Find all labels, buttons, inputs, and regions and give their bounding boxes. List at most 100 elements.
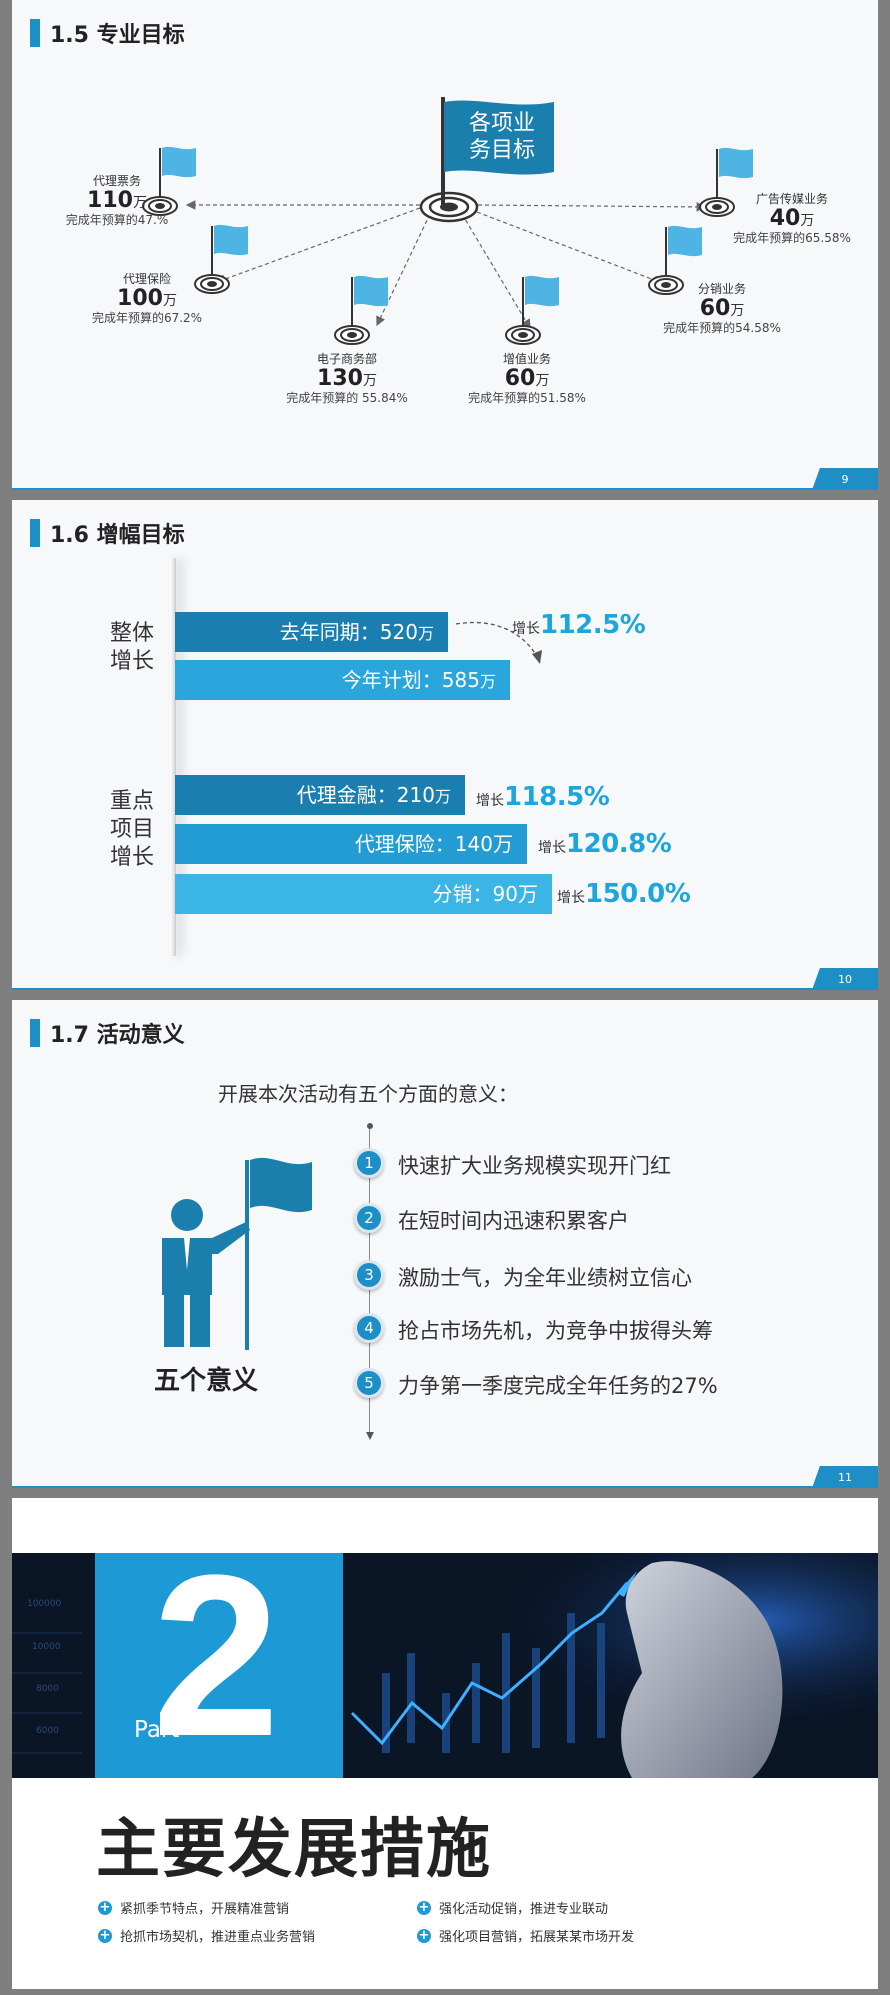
intro-text: 开展本次活动有五个方面的意义： [218, 1082, 518, 1106]
goal-rate: 完成年预算的67.2% [91, 311, 203, 325]
bullet-text: 紧抓季节特点，开展精准营销 [120, 1902, 290, 1917]
goal-unit: 万 [362, 373, 377, 389]
bar-unit: 万 [479, 672, 496, 691]
section-title-text: 1.5 专业目标 [50, 23, 185, 48]
page-number: 10 [812, 968, 878, 990]
growth-distribution: 增长150.0% [557, 879, 691, 909]
axis-tick: 100000 [27, 1599, 62, 1609]
bullet-text: 抢抓市场契机，推进重点业务营销 [120, 1930, 316, 1945]
goal-name: 代理保险 [122, 272, 171, 286]
slide-activity-significance: 1.7 活动意义 开展本次活动有五个方面的意义： 1 快速扩大业务规模实现开门红… [12, 1000, 878, 1488]
group-label-line: 重点 [109, 789, 154, 814]
goal-ticketing: 代理票务 110万 完成年预算的47.% [62, 174, 172, 228]
center-flag-line1: 各项业 [468, 111, 535, 136]
page-footer-line [12, 488, 818, 490]
part-banner: 100000 10000 8000 6000 2 Part [12, 1553, 878, 1778]
group-label-line: 增长 [109, 649, 154, 674]
goal-rate: 完成年预算的51.58% [468, 391, 586, 405]
growth-value: 150.0% [585, 879, 691, 909]
title-accent-bar [30, 1019, 40, 1047]
goal-name: 代理票务 [92, 174, 141, 188]
section-title-text: 1.6 增幅目标 [50, 523, 185, 548]
goal-unit: 万 [132, 195, 147, 211]
point-number: 1 [354, 1148, 384, 1178]
growth-finance: 增长118.5% [476, 782, 610, 812]
bullet-item: + 强化活动促销，推进专业联动 [417, 1898, 608, 1917]
page-footer-line [12, 988, 818, 990]
plus-icon: + [98, 1899, 112, 1915]
bar-unit: 万 [417, 624, 434, 643]
bar-label: 代理金融：210 [296, 783, 435, 807]
point-text: 快速扩大业务规模实现开门红 [398, 1154, 671, 1178]
center-flag-line2: 务目标 [468, 138, 535, 163]
growth-prefix: 增长 [557, 890, 585, 906]
axis-tick: 6000 [36, 1726, 59, 1736]
goal-advertising: 广告传媒业务 40万 完成年预算的65.58% [727, 192, 857, 246]
point-number: 5 [354, 1368, 384, 1398]
growth-arrow [455, 621, 542, 664]
goal-value: 40 [769, 206, 801, 231]
slide-professional-goals: 1.5 专业目标 [12, 0, 878, 490]
growth-overall: 增长112.5% [512, 610, 646, 640]
goal-name: 电子商务部 [316, 352, 377, 366]
goal-rate: 完成年预算的54.58% [663, 321, 781, 335]
point-number: 3 [354, 1260, 384, 1290]
goal-value: 100 [117, 286, 163, 311]
goal-name: 广告传媒业务 [755, 192, 828, 206]
bar-label: 分销：90万 [432, 882, 538, 906]
bar-distribution: 分销：90万 [175, 874, 552, 914]
growth-value: 118.5% [504, 782, 610, 812]
center-flag: 各项业 务目标 [444, 100, 564, 178]
bar-agency-insurance: 代理保险：140万 [175, 824, 527, 864]
growth-value: 112.5% [540, 610, 646, 640]
vertical-divider [170, 558, 176, 956]
bullet-item: + 抢抓市场契机，推进重点业务营销 [98, 1926, 315, 1945]
point-number: 4 [354, 1313, 384, 1343]
goal-value: 110 [87, 188, 133, 213]
bar-label: 去年同期：520 [279, 620, 418, 644]
bullet-text: 强化项目营销，拓展某某市场开发 [439, 1930, 635, 1945]
growth-prefix: 增长 [512, 621, 540, 637]
plus-icon: + [98, 1927, 112, 1943]
bar-agency-finance: 代理金融：210万 [175, 775, 465, 815]
page-number: 11 [812, 1466, 878, 1488]
point-text: 激励士气，为全年业绩树立信心 [398, 1266, 692, 1290]
goal-ecommerce: 电子商务部 130万 完成年预算的 55.84% [282, 352, 412, 406]
bar-this-year: 今年计划：585万 [175, 660, 510, 700]
growth-value: 120.8% [566, 829, 672, 859]
bar-label: 今年计划：585 [341, 668, 480, 692]
page-footer-line [12, 1486, 818, 1488]
group-label-overall: 整体 增长 [107, 620, 157, 676]
goal-value: 60 [504, 366, 536, 391]
point-number: 2 [354, 1203, 384, 1233]
point-text: 抢占市场先机，为竞争中拔得头筹 [398, 1319, 713, 1343]
plus-icon: + [417, 1899, 431, 1915]
goal-rate: 完成年预算的65.58% [733, 231, 851, 245]
part-number: 2 [152, 1553, 280, 1778]
person-with-flag-icon [162, 1157, 312, 1350]
goal-value-added: 增值业务 60万 完成年预算的51.58% [467, 352, 587, 406]
group-label-line: 增长 [109, 845, 154, 870]
page-number: 9 [812, 468, 878, 490]
growth-insurance: 增长120.8% [538, 829, 672, 859]
section-title-text: 1.7 活动意义 [50, 1023, 185, 1048]
connector-lines [185, 200, 707, 330]
bar-last-year: 去年同期：520万 [175, 612, 448, 652]
part-title: 主要发展措施 [96, 1813, 492, 1887]
goal-name: 分销业务 [697, 282, 746, 296]
title-accent-bar [30, 19, 40, 47]
goal-rate: 完成年预算的47.% [65, 213, 169, 227]
goal-unit: 万 [162, 293, 177, 309]
title-accent-bar [30, 519, 40, 547]
bullet-item: + 紧抓季节特点，开展精准营销 [98, 1898, 289, 1917]
section-title: 1.5 专业目标 [30, 19, 185, 48]
goal-unit: 万 [535, 373, 550, 389]
group-label-line: 整体 [109, 621, 154, 646]
growth-prefix: 增长 [476, 793, 504, 809]
bar-label: 代理保险：140万 [354, 832, 513, 856]
timeline-ends [366, 1123, 374, 1440]
point-text: 力争第一季度完成全年任务的27% [398, 1374, 718, 1398]
slide-growth-targets: 1.6 增幅目标 整体 增长 重点 项目 增长 去年同期：520万 今年计划：5… [12, 500, 878, 990]
bullet-text: 强化活动促销，推进专业联动 [439, 1902, 609, 1917]
five-meanings-caption: 五个意义 [154, 1366, 259, 1396]
